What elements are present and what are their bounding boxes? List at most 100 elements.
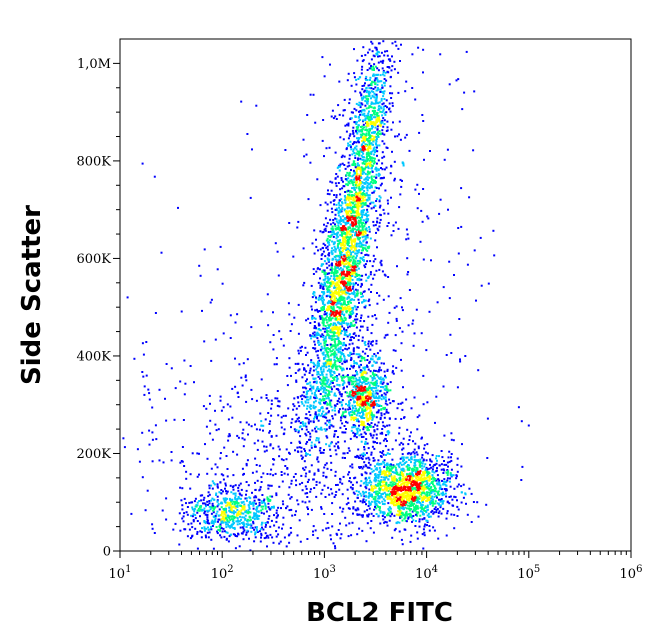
event-point bbox=[299, 349, 302, 352]
event-point bbox=[346, 204, 349, 207]
event-point bbox=[343, 282, 346, 285]
event-point bbox=[303, 460, 306, 463]
event-point bbox=[382, 95, 385, 98]
event-point bbox=[329, 223, 332, 226]
event-point bbox=[375, 140, 378, 143]
event-point bbox=[370, 207, 373, 210]
event-point bbox=[363, 168, 366, 171]
event-point bbox=[419, 482, 422, 485]
event-point bbox=[331, 409, 334, 412]
event-point bbox=[354, 380, 357, 383]
event-point bbox=[386, 50, 389, 53]
event-point bbox=[330, 310, 332, 313]
event-point bbox=[347, 181, 350, 184]
event-point bbox=[363, 192, 366, 195]
event-point bbox=[337, 400, 340, 403]
event-point bbox=[327, 378, 330, 381]
event-point bbox=[334, 271, 337, 274]
event-point bbox=[375, 187, 378, 189]
event-point bbox=[355, 175, 358, 178]
event-point bbox=[369, 393, 372, 396]
event-point bbox=[325, 363, 328, 366]
event-point bbox=[302, 284, 305, 287]
event-point bbox=[362, 244, 365, 247]
event-point bbox=[331, 181, 334, 184]
event-point bbox=[435, 509, 438, 512]
event-point bbox=[378, 466, 381, 469]
event-point bbox=[377, 482, 380, 485]
event-point bbox=[339, 267, 342, 269]
event-point bbox=[332, 293, 335, 295]
event-point bbox=[344, 240, 347, 243]
event-point bbox=[369, 186, 372, 189]
event-point bbox=[329, 372, 332, 375]
event-point bbox=[350, 253, 352, 256]
event-point bbox=[430, 466, 433, 469]
event-point bbox=[320, 368, 322, 371]
event-point bbox=[350, 353, 353, 356]
event-point bbox=[357, 353, 360, 356]
event-point bbox=[347, 199, 350, 202]
event-point bbox=[383, 392, 386, 395]
event-point bbox=[324, 354, 327, 357]
event-point bbox=[346, 269, 349, 272]
event-point bbox=[319, 317, 322, 319]
event-point bbox=[338, 80, 341, 83]
event-point bbox=[358, 354, 361, 357]
event-point bbox=[340, 231, 343, 234]
event-point bbox=[357, 219, 360, 222]
event-point bbox=[360, 130, 363, 133]
event-point bbox=[367, 381, 370, 384]
event-point bbox=[329, 294, 332, 297]
event-point bbox=[367, 147, 370, 149]
event-point bbox=[421, 486, 424, 489]
event-point bbox=[453, 495, 456, 498]
event-point bbox=[352, 227, 355, 230]
event-point bbox=[326, 330, 328, 333]
event-point bbox=[373, 397, 376, 399]
event-point bbox=[418, 497, 421, 500]
event-point bbox=[319, 367, 322, 370]
event-point bbox=[438, 503, 441, 506]
event-point bbox=[329, 277, 332, 280]
event-point bbox=[367, 167, 370, 170]
event-point bbox=[353, 240, 356, 243]
event-point bbox=[378, 268, 381, 271]
event-point bbox=[348, 206, 351, 209]
event-point bbox=[326, 222, 329, 225]
event-point bbox=[357, 403, 360, 406]
event-point bbox=[383, 142, 386, 145]
event-point bbox=[416, 453, 419, 456]
event-point bbox=[328, 493, 331, 496]
event-point bbox=[341, 247, 344, 249]
event-point bbox=[347, 265, 350, 268]
event-point bbox=[363, 89, 366, 92]
event-point bbox=[360, 440, 363, 443]
event-point bbox=[455, 474, 458, 477]
event-point bbox=[354, 405, 357, 408]
event-point bbox=[368, 226, 370, 228]
event-point bbox=[322, 301, 325, 304]
event-point bbox=[368, 245, 371, 248]
event-point bbox=[357, 238, 360, 241]
event-point bbox=[339, 250, 342, 253]
event-point bbox=[320, 264, 323, 267]
event-point bbox=[348, 172, 351, 175]
event-point bbox=[313, 321, 316, 323]
event-point bbox=[375, 379, 378, 382]
event-point bbox=[325, 295, 328, 298]
event-point bbox=[368, 172, 371, 175]
event-point bbox=[320, 370, 323, 373]
event-point bbox=[336, 326, 339, 329]
event-point bbox=[417, 445, 420, 448]
event-point bbox=[338, 256, 341, 259]
event-point bbox=[295, 379, 298, 382]
event-point bbox=[344, 317, 347, 320]
event-point bbox=[358, 187, 361, 190]
event-point bbox=[400, 487, 403, 490]
event-point bbox=[346, 394, 349, 397]
event-point bbox=[360, 176, 363, 179]
event-point bbox=[364, 401, 367, 404]
event-point bbox=[329, 335, 332, 338]
event-point bbox=[351, 256, 354, 259]
